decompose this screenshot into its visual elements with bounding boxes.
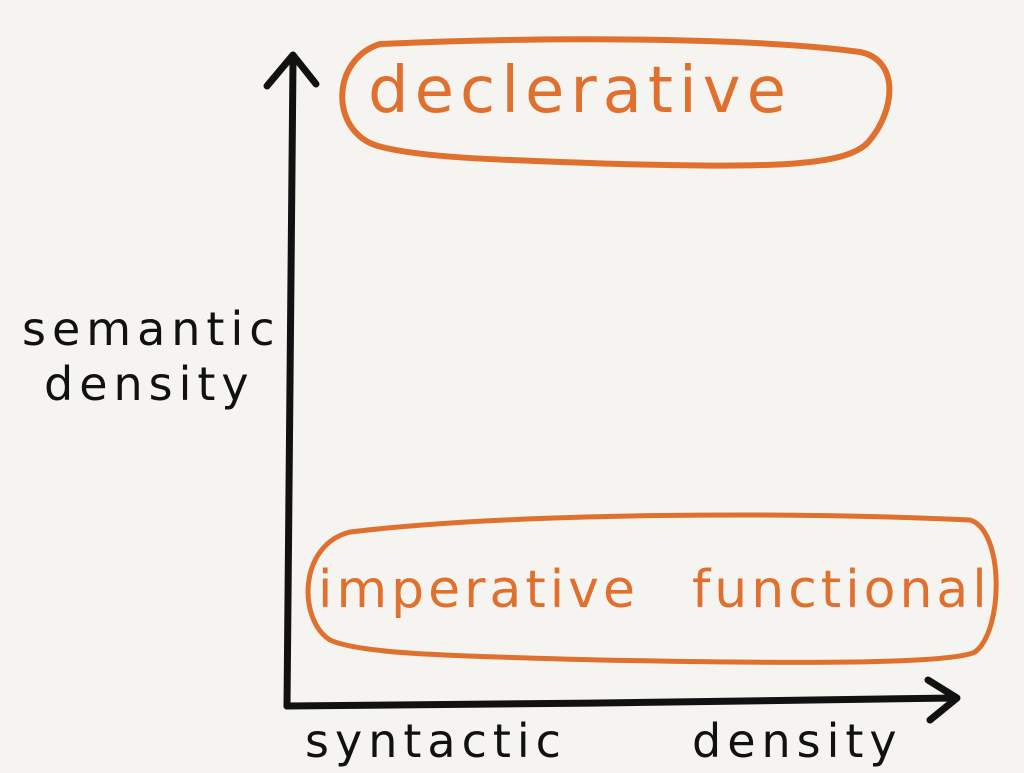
- group-bottom-item-label-1: imperative: [318, 560, 639, 620]
- group-top-outline: [339, 36, 893, 169]
- y-axis: [263, 51, 320, 710]
- x-axis: [283, 676, 961, 724]
- y-axis-label-line2: density: [44, 357, 255, 411]
- group-bottom: imperative functional: [305, 512, 999, 665]
- x-axis-arrowhead: [924, 676, 961, 724]
- y-axis-line: [283, 56, 297, 710]
- y-axis-label-line1: semantic: [22, 302, 281, 356]
- group-top: declerative: [339, 36, 893, 169]
- group-top-item-label: declerative: [368, 54, 792, 128]
- x-axis-line: [283, 694, 959, 710]
- x-axis-label-part1: syntactic: [305, 714, 567, 768]
- group-bottom-item-label-2: functional: [692, 560, 991, 620]
- y-axis-arrowhead: [263, 51, 320, 90]
- x-axis-label-part2: density: [692, 714, 903, 768]
- group-bottom-outline: [305, 512, 999, 665]
